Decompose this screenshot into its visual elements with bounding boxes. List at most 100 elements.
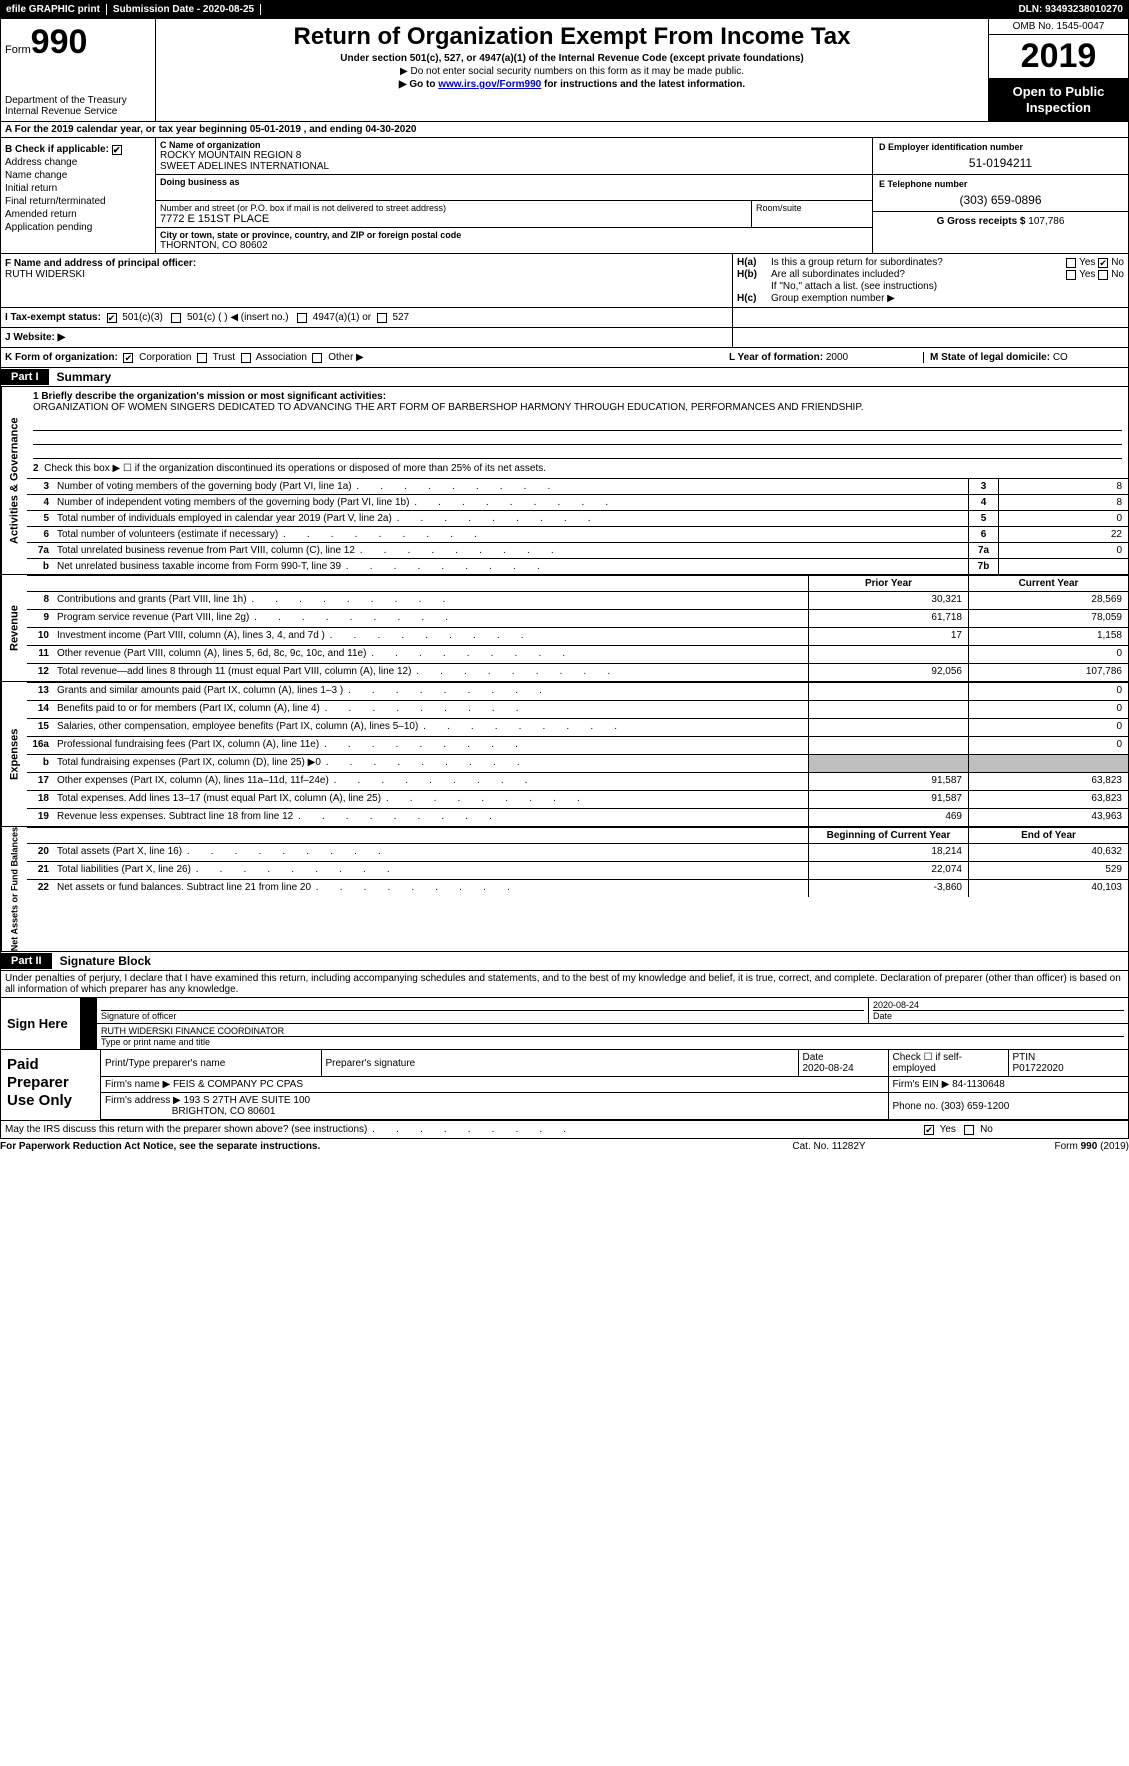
- current-year-value: 1,158: [968, 628, 1128, 645]
- checkbox-icon: [123, 353, 133, 363]
- top-bar: efile GRAPHIC print Submission Date - 20…: [0, 0, 1129, 18]
- line-number: 7a: [27, 543, 53, 558]
- checkbox-icon: [1066, 270, 1076, 280]
- prep-name-hdr: Print/Type preparer's name: [101, 1050, 321, 1077]
- part-ii-header: Part II Signature Block: [0, 952, 1129, 971]
- mission-text: ORGANIZATION OF WOMEN SINGERS DEDICATED …: [33, 402, 863, 413]
- ha-yesno: Yes No: [1066, 257, 1124, 268]
- prior-year-value: 30,321: [808, 592, 968, 609]
- city-state-zip: THORNTON, CO 80602: [160, 240, 868, 251]
- line-number: 16a: [27, 737, 53, 754]
- current-year-value: 107,786: [968, 664, 1128, 681]
- city-cell: City or town, state or province, country…: [156, 228, 872, 253]
- chk-address-change: Address change: [5, 157, 151, 168]
- line-description: Number of voting members of the governin…: [53, 479, 968, 494]
- line-number: 19: [27, 809, 53, 826]
- irs-link[interactable]: www.irs.gov/Form990: [438, 79, 541, 90]
- group-return-block: H(a) Is this a group return for subordin…: [733, 254, 1128, 307]
- arrow-icon: [81, 998, 97, 1023]
- expenses-section: Expenses 13Grants and similar amounts pa…: [0, 682, 1129, 827]
- prior-year-value: 17: [808, 628, 968, 645]
- current-year-value: 0: [968, 719, 1128, 736]
- officer-name: RUTH WIDERSKI: [5, 269, 728, 280]
- prior-year-value: [808, 737, 968, 754]
- checkbox-icon: [297, 313, 307, 323]
- line-number: 17: [27, 773, 53, 790]
- org-name-cell: C Name of organization ROCKY MOUNTAIN RE…: [156, 138, 872, 175]
- gross-receipts: 107,786: [1028, 216, 1064, 227]
- current-year-value: 63,823: [968, 773, 1128, 790]
- org-name-2: SWEET ADELINES INTERNATIONAL: [160, 161, 868, 172]
- financial-row: 21Total liabilities (Part X, line 26)22,…: [27, 861, 1128, 879]
- line-box: 3: [968, 479, 998, 494]
- col-b-check-applicable: B Check if applicable: Address change Na…: [1, 138, 156, 253]
- financial-row: 10Investment income (Part VIII, column (…: [27, 627, 1128, 645]
- omb-number: OMB No. 1545-0047: [989, 19, 1128, 35]
- discuss-with-preparer: May the IRS discuss this return with the…: [0, 1121, 1129, 1139]
- financial-row: 18Total expenses. Add lines 13–17 (must …: [27, 790, 1128, 808]
- line-number: b: [27, 755, 53, 772]
- current-year-value: 0: [968, 701, 1128, 718]
- net-assets-section: Net Assets or Fund Balances Beginning of…: [0, 827, 1129, 952]
- firm-addr-cell: Firm's address ▶ 193 S 27TH AVE SUITE 10…: [101, 1093, 888, 1120]
- financial-row: 17Other expenses (Part IX, column (A), l…: [27, 772, 1128, 790]
- financial-row: 9Program service revenue (Part VIII, lin…: [27, 609, 1128, 627]
- form-subtitle-1: Under section 501(c), 527, or 4947(a)(1)…: [340, 53, 803, 64]
- chk-final-return: Final return/terminated: [5, 196, 151, 207]
- line-description: Salaries, other compensation, employee b…: [53, 719, 808, 736]
- line-description: Total liabilities (Part X, line 26): [53, 862, 808, 879]
- ein-cell: D Employer identification number 51-0194…: [873, 138, 1128, 175]
- financial-row: 16aProfessional fundraising fees (Part I…: [27, 736, 1128, 754]
- ein-value: 51-0194211: [879, 156, 1122, 170]
- row-i-tax-status: I Tax-exempt status: 501(c)(3) 501(c) ( …: [0, 308, 1129, 328]
- paid-preparer-block: Paid Preparer Use Only Print/Type prepar…: [0, 1050, 1129, 1121]
- efile-label: efile GRAPHIC print: [0, 4, 107, 15]
- line-number: 10: [27, 628, 53, 645]
- current-year-value: 43,963: [968, 809, 1128, 826]
- prior-year-value: [808, 719, 968, 736]
- page-footer: For Paperwork Reduction Act Notice, see …: [0, 1139, 1129, 1154]
- firm-ein-cell: Firm's EIN ▶ 84-1130648: [888, 1077, 1128, 1093]
- line-value: 8: [998, 479, 1128, 494]
- financial-row: 20Total assets (Part X, line 16)18,21440…: [27, 843, 1128, 861]
- netassets-vertical-label: Net Assets or Fund Balances: [1, 827, 27, 951]
- financial-row: 13Grants and similar amounts paid (Part …: [27, 682, 1128, 700]
- prior-year-value: -3,860: [808, 880, 968, 897]
- current-year-value: 0: [968, 737, 1128, 754]
- preparer-table: Print/Type preparer's name Preparer's si…: [101, 1050, 1128, 1120]
- chk-name-change: Name change: [5, 170, 151, 181]
- mission-block: 1 Briefly describe the organization's mi…: [27, 387, 1128, 417]
- financial-row: bTotal fundraising expenses (Part IX, co…: [27, 754, 1128, 772]
- line-description: Other revenue (Part VIII, column (A), li…: [53, 646, 808, 663]
- prior-year-value: 469: [808, 809, 968, 826]
- prior-year-value: [808, 701, 968, 718]
- phone-cell: E Telephone number (303) 659-0896: [873, 175, 1128, 212]
- line-box: 7a: [968, 543, 998, 558]
- checkbox-icon: [241, 353, 251, 363]
- summary-row: 7aTotal unrelated business revenue from …: [27, 542, 1128, 558]
- phone-value: (303) 659-0896: [879, 193, 1122, 207]
- part-i-header: Part I Summary: [0, 368, 1129, 387]
- checkbox-icon: [112, 145, 122, 155]
- col-d-ein-phone: D Employer identification number 51-0194…: [873, 138, 1128, 253]
- col-c-name-address: C Name of organization ROCKY MOUNTAIN RE…: [156, 138, 873, 253]
- line-number: b: [27, 559, 53, 574]
- current-year-value: [968, 755, 1128, 772]
- line-number: 18: [27, 791, 53, 808]
- line-description: Revenue less expenses. Subtract line 18 …: [53, 809, 808, 826]
- line-number: 14: [27, 701, 53, 718]
- checkbox-icon: [312, 353, 322, 363]
- line-value: [998, 559, 1128, 574]
- dln: DLN: 93493238010270: [1012, 4, 1129, 15]
- chk-amended: Amended return: [5, 209, 151, 220]
- line-description: Number of independent voting members of …: [53, 495, 968, 510]
- officer-name-cell: RUTH WIDERSKI FINANCE COORDINATOR Type o…: [97, 1024, 1128, 1049]
- header-left: Form990 Department of the Treasury Inter…: [1, 19, 156, 121]
- underline: [33, 431, 1122, 445]
- penalty-statement: Under penalties of perjury, I declare th…: [0, 971, 1129, 998]
- line-number: 21: [27, 862, 53, 879]
- chk-initial-return: Initial return: [5, 183, 151, 194]
- prior-year-value: 92,056: [808, 664, 968, 681]
- line-number: 12: [27, 664, 53, 681]
- line-number: 22: [27, 880, 53, 897]
